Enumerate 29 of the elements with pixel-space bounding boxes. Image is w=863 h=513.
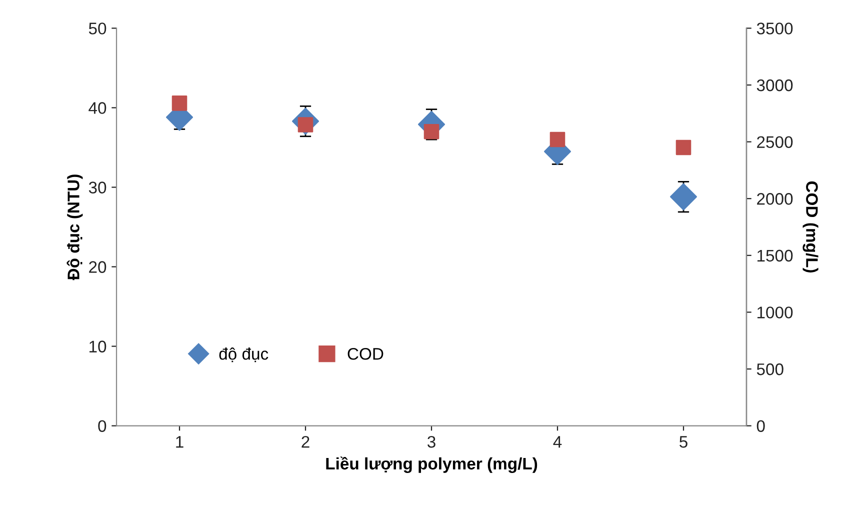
y-axis-title: Độ đục (NTU) — [66, 174, 83, 280]
y2-tick-label: 3500 — [756, 22, 793, 34]
legend-label: COD — [348, 348, 384, 360]
y2-tick-label: 0 — [756, 420, 765, 432]
y2-tick-label: 2500 — [757, 136, 793, 148]
y2-tick-label: 1000 — [757, 306, 793, 318]
y2-tick-label: 3000 — [756, 79, 793, 92]
x-tick-label: 3 — [428, 436, 436, 448]
x-tick-label: 2 — [302, 436, 310, 448]
y2-tick-label: 2000 — [757, 193, 793, 205]
x-tick-label: 1 — [176, 436, 184, 448]
x-tick-label: 4 — [553, 436, 562, 448]
point — [670, 183, 697, 210]
point — [676, 140, 692, 156]
legend-label: độ đục — [219, 347, 268, 362]
y-tick-label: 50 — [88, 22, 106, 34]
y2-tick-label: 500 — [756, 363, 784, 376]
y-tick-label: 20 — [89, 261, 106, 273]
point — [172, 96, 188, 111]
point — [424, 124, 440, 140]
y-tick-label: 0 — [98, 420, 106, 432]
x-axis-title: Liều lượng polymer (mg/L) — [326, 456, 538, 473]
point — [550, 132, 566, 148]
y2-tick-label: 1500 — [757, 250, 793, 262]
x-tick-label: 5 — [680, 436, 688, 448]
y2-axis-title: COD (mg/L) — [802, 181, 818, 272]
y-tick-label: 30 — [88, 182, 106, 194]
y-tick-label: 10 — [90, 340, 106, 352]
y-tick-label: 40 — [88, 102, 106, 114]
